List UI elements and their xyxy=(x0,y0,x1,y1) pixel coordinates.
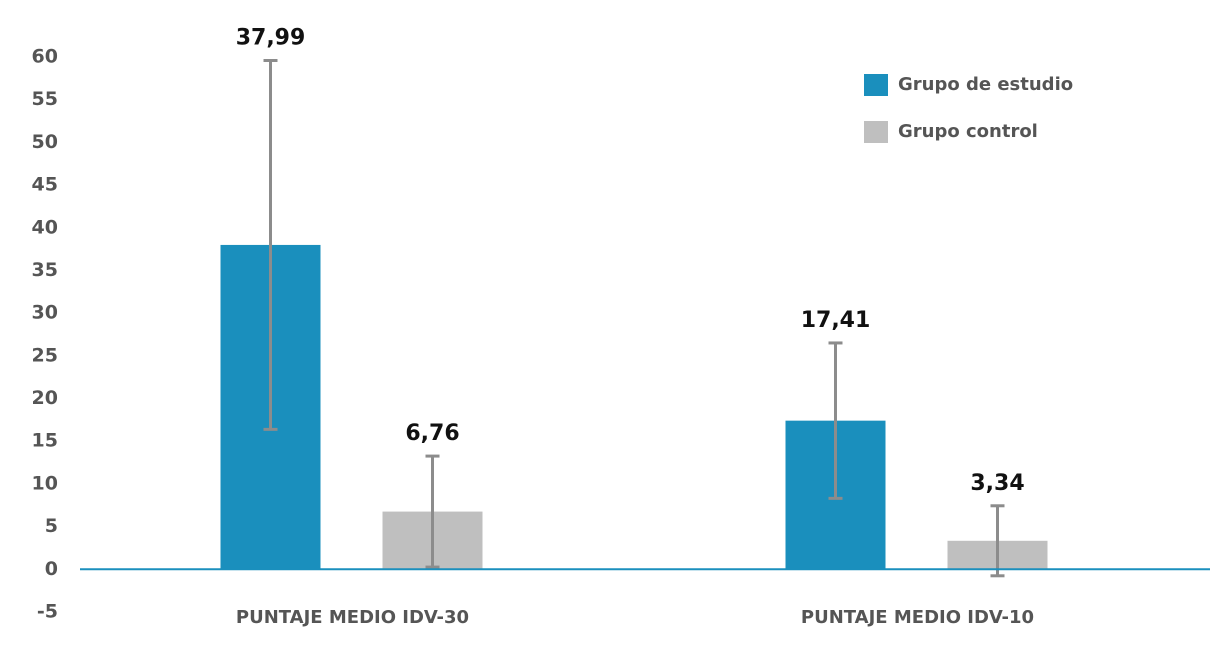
value-label: 37,99 xyxy=(236,26,306,51)
x-tick-label: PUNTAJE MEDIO IDV-30 xyxy=(236,607,469,628)
legend-label: Grupo control xyxy=(898,121,1038,142)
y-tick-label: 50 xyxy=(32,131,58,153)
legend-swatch xyxy=(864,74,888,96)
legend-label: Grupo de estudio xyxy=(898,74,1073,95)
value-label: 6,76 xyxy=(405,421,459,446)
x-tick-label: PUNTAJE MEDIO IDV-10 xyxy=(801,607,1034,628)
y-tick-label: 5 xyxy=(45,515,58,537)
y-tick-label: 0 xyxy=(45,558,58,580)
y-tick-label: -5 xyxy=(37,601,58,623)
y-tick-label: 15 xyxy=(32,430,58,452)
y-tick-label: 25 xyxy=(32,344,58,366)
y-tick-label: 30 xyxy=(32,302,58,324)
y-tick-label: 35 xyxy=(32,259,58,281)
y-tick-label: 55 xyxy=(32,88,58,110)
y-tick-label: 60 xyxy=(32,46,58,68)
value-label: 3,34 xyxy=(970,471,1024,496)
y-tick-label: 20 xyxy=(32,387,58,409)
y-tick-label: 45 xyxy=(32,174,58,196)
y-tick-label: 10 xyxy=(32,472,58,494)
y-tick-label: 40 xyxy=(32,216,58,238)
value-label: 17,41 xyxy=(801,308,871,333)
legend-swatch xyxy=(864,121,888,143)
